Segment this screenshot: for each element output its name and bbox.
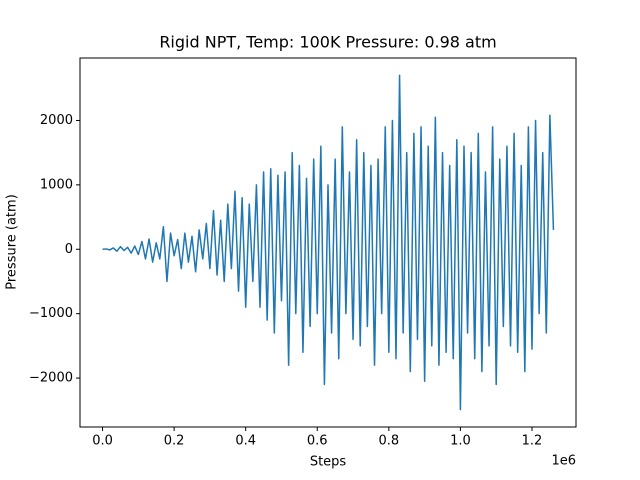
chart-title: Rigid NPT, Temp: 100K Pressure: 0.98 atm (159, 33, 496, 52)
axes-frame (79, 57, 577, 428)
x-tick-label: 0.4 (235, 434, 256, 449)
x-tick-label: 1.2 (522, 434, 543, 449)
x-tick-label: 0.0 (92, 434, 113, 449)
y-tick-label: −2000 (29, 371, 73, 386)
y-tick-label: 2000 (40, 113, 73, 128)
data-line (102, 74, 555, 411)
x-tick-label: 0.8 (378, 434, 399, 449)
y-axis-label: Pressure (atm) (5, 194, 20, 290)
x-offset-label: 1e6 (551, 454, 576, 469)
x-tick-label: 1.0 (450, 434, 471, 449)
x-tick-label: 0.6 (307, 434, 328, 449)
x-tick-label: 0.2 (164, 434, 185, 449)
y-tick-label: 0 (65, 242, 73, 257)
y-tick-label: −1000 (29, 306, 73, 321)
x-axis-label: Steps (310, 455, 347, 470)
y-tick-label: 1000 (40, 177, 73, 192)
